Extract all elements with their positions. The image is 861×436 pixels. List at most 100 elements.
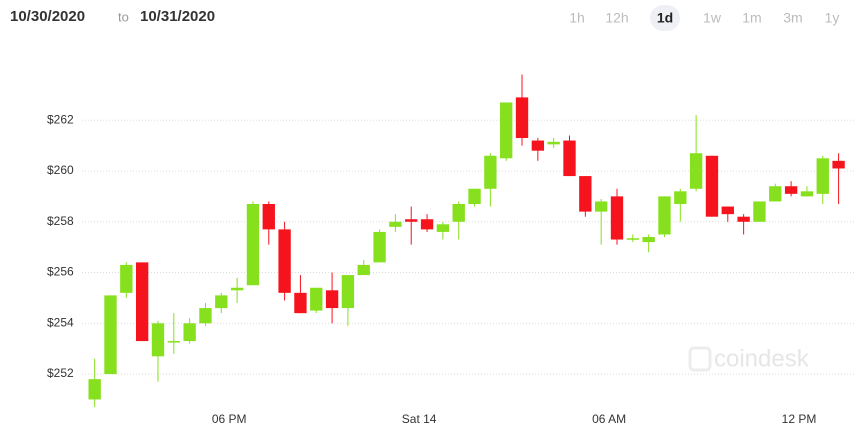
range-button[interactable]: 12h bbox=[605, 10, 628, 26]
candle bbox=[278, 221, 291, 301]
candle bbox=[642, 234, 655, 253]
candle bbox=[610, 188, 624, 245]
candle bbox=[373, 229, 386, 263]
candle-body bbox=[215, 295, 228, 309]
candle-body bbox=[310, 287, 323, 311]
candle-body bbox=[626, 238, 639, 240]
y-tick-label: $256 bbox=[47, 265, 74, 279]
candle bbox=[832, 153, 845, 204]
candle bbox=[88, 358, 101, 408]
candle-body bbox=[484, 155, 497, 189]
candle-body bbox=[246, 204, 260, 286]
candle bbox=[452, 201, 465, 240]
candle bbox=[705, 155, 719, 217]
candle bbox=[563, 135, 576, 177]
candle bbox=[547, 138, 560, 149]
candles bbox=[88, 74, 845, 408]
x-tick-label: 06 PM bbox=[212, 412, 247, 426]
candle-body bbox=[816, 158, 829, 194]
candle-body bbox=[294, 292, 307, 314]
candle bbox=[515, 74, 529, 146]
candle-body bbox=[594, 201, 608, 212]
candle-body bbox=[579, 176, 592, 212]
candle bbox=[357, 259, 370, 276]
candle bbox=[484, 153, 497, 207]
candle-body bbox=[389, 221, 402, 227]
y-tick-label: $258 bbox=[47, 214, 74, 228]
range-button[interactable]: 3m bbox=[783, 10, 802, 26]
candle bbox=[594, 198, 608, 245]
candle-body bbox=[500, 102, 513, 159]
candle bbox=[262, 201, 275, 245]
candle-body bbox=[784, 186, 798, 194]
candle bbox=[405, 206, 418, 245]
candle-body bbox=[547, 141, 560, 145]
y-tick-label: $254 bbox=[47, 315, 74, 329]
watermark-group: coindesk bbox=[688, 345, 810, 372]
candle bbox=[531, 138, 545, 161]
candle-body bbox=[642, 237, 655, 243]
candle bbox=[689, 115, 703, 192]
candle-body bbox=[721, 206, 734, 215]
range-button[interactable]: 1w bbox=[703, 10, 722, 26]
candle bbox=[151, 320, 165, 382]
candle-body bbox=[183, 323, 196, 342]
candle bbox=[800, 186, 814, 197]
range-button[interactable]: 1d bbox=[657, 10, 673, 26]
candle bbox=[468, 188, 481, 207]
candle-body bbox=[230, 287, 244, 291]
candle-body bbox=[151, 323, 165, 357]
candle-body bbox=[563, 140, 576, 177]
candle-body bbox=[832, 160, 845, 169]
candle-body bbox=[405, 219, 418, 222]
candle-body bbox=[737, 216, 750, 222]
candle-body bbox=[167, 341, 180, 343]
candle-body bbox=[658, 196, 671, 235]
range-button[interactable]: 1h bbox=[569, 10, 585, 26]
candle-body bbox=[610, 196, 624, 240]
candle-body bbox=[420, 219, 434, 230]
candle-body bbox=[357, 264, 370, 276]
candle-body bbox=[468, 188, 481, 204]
candle-body bbox=[373, 231, 386, 263]
candle bbox=[104, 295, 117, 375]
candle bbox=[215, 292, 228, 314]
candle bbox=[436, 221, 450, 240]
candle-body bbox=[135, 262, 149, 342]
candle bbox=[294, 275, 307, 314]
candle bbox=[230, 277, 244, 303]
candle bbox=[310, 287, 323, 314]
candle-body bbox=[278, 229, 291, 293]
candle-body bbox=[88, 379, 101, 400]
candle bbox=[816, 155, 829, 204]
watermark-logo bbox=[688, 346, 712, 372]
range-button[interactable]: 1m bbox=[742, 10, 761, 26]
candle bbox=[246, 201, 260, 286]
candle-body bbox=[436, 224, 450, 232]
candle-body bbox=[325, 290, 339, 309]
candle-body bbox=[674, 191, 687, 204]
candle-body bbox=[341, 275, 355, 309]
header: 10/30/2020 to 10/31/2020 bbox=[10, 8, 215, 25]
candle bbox=[626, 234, 639, 243]
date-from: 10/30/2020 bbox=[10, 8, 85, 25]
candle-body bbox=[104, 295, 117, 375]
y-tick-label: $260 bbox=[47, 163, 74, 177]
candle bbox=[183, 318, 196, 344]
range-selector: 1h 12h 1d 1w 1m 3m 1y bbox=[569, 5, 839, 31]
candle bbox=[120, 262, 133, 298]
candle-body bbox=[452, 204, 465, 222]
candle bbox=[420, 214, 434, 232]
candle bbox=[753, 201, 766, 222]
candle bbox=[135, 262, 149, 342]
date-to-word: to bbox=[118, 9, 129, 24]
candle-body bbox=[531, 140, 545, 151]
candle bbox=[721, 206, 734, 222]
candle bbox=[500, 102, 513, 161]
range-button[interactable]: 1y bbox=[825, 10, 840, 26]
candle bbox=[658, 196, 671, 237]
candle-body bbox=[515, 97, 529, 138]
x-tick-label: 12 PM bbox=[782, 412, 817, 426]
candle-body bbox=[689, 153, 703, 189]
